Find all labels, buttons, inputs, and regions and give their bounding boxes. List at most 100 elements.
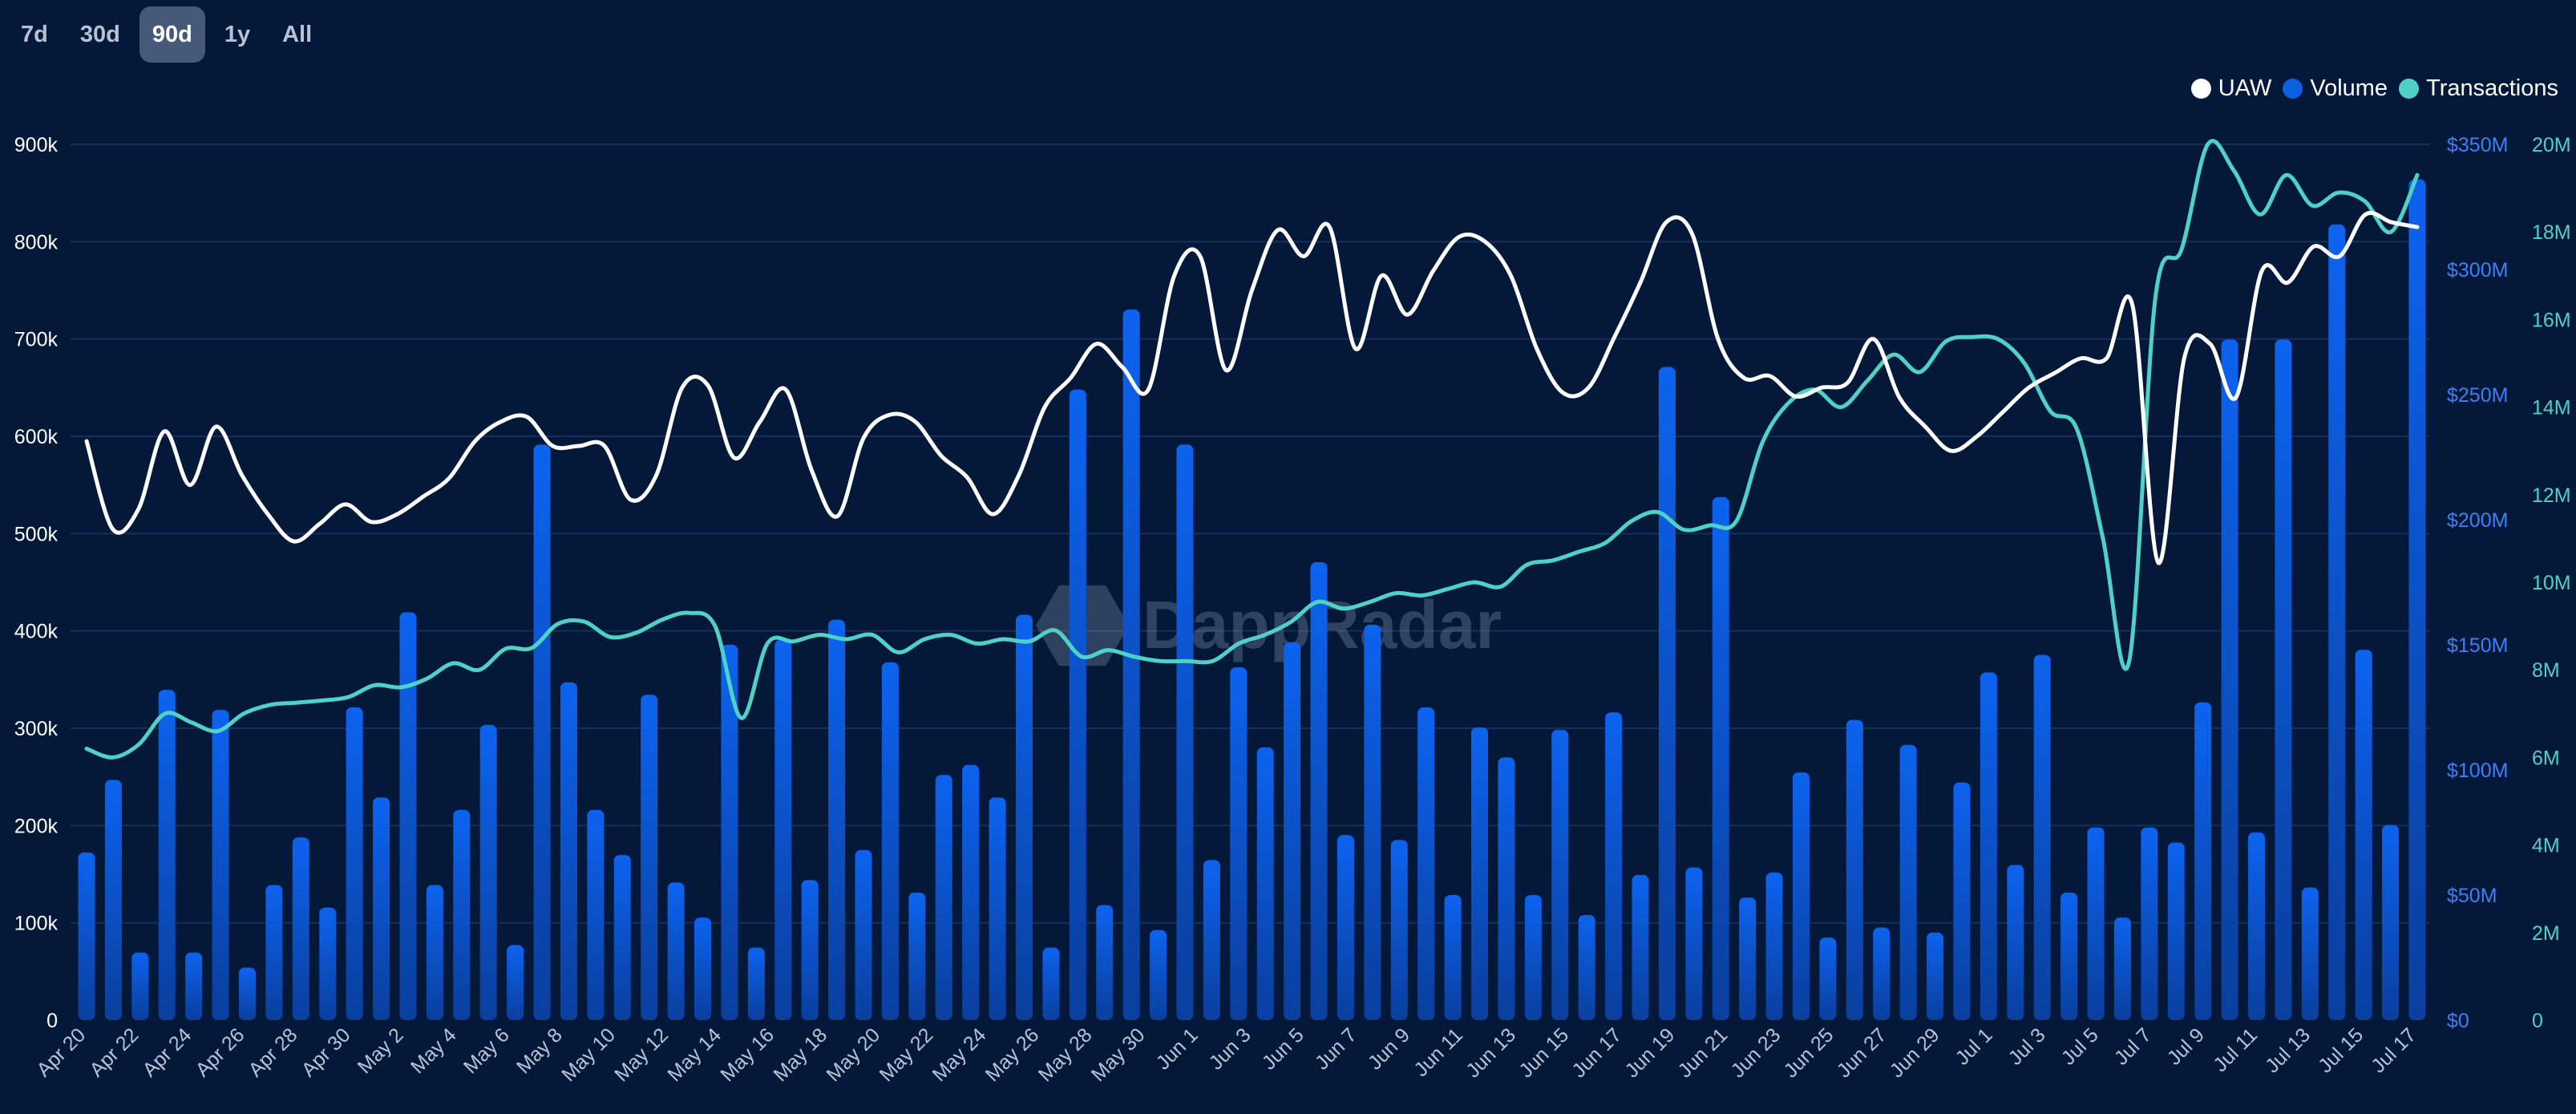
x-axis-tick-label: Jun 19	[1620, 1023, 1679, 1082]
uaw-line	[84, 211, 2420, 565]
volume-bar	[613, 855, 631, 1020]
legend-item-volume[interactable]: Volume	[2283, 75, 2388, 102]
time-range-tabs: 7d 30d 90d 1y All	[8, 6, 325, 63]
x-axis-tick-label: Jun 27	[1833, 1023, 1891, 1082]
volume-axis-tick-label: $0	[2447, 1010, 2469, 1032]
x-axis-tick-label: Apr 24	[138, 1023, 196, 1081]
x-axis-tick-label: May 16	[716, 1023, 778, 1086]
tab-90d[interactable]: 90d	[139, 6, 205, 63]
volume-bar	[694, 918, 712, 1020]
x-axis-tick-label: Jul 1	[1951, 1023, 1997, 1069]
legend-item-transactions[interactable]: Transactions	[2399, 75, 2558, 102]
volume-bar	[667, 882, 685, 1020]
volume-axis-tick-label: $300M	[2447, 259, 2508, 282]
legend-label-volume: Volume	[2310, 75, 2388, 101]
x-axis-tick-label: May 22	[876, 1023, 938, 1086]
legend-label-uaw: UAW	[2218, 75, 2272, 101]
x-axis-tick-label: Jun 25	[1780, 1023, 1838, 1082]
transactions-axis-tick-label: 8M	[2532, 659, 2560, 682]
volume-bar	[1524, 895, 1542, 1020]
volume-bar	[1658, 367, 1676, 1020]
volume-bar	[2408, 179, 2426, 1021]
x-axis-tick-label: Apr 20	[32, 1023, 90, 1081]
volume-bar	[881, 662, 899, 1020]
legend-dot-uaw	[2190, 79, 2211, 99]
uaw-axis-tick-label: 300k	[14, 718, 59, 740]
volume-bar	[1578, 914, 1595, 1020]
tab-1y[interactable]: 1y	[224, 21, 251, 47]
volume-bar	[185, 952, 203, 1020]
volume-bar	[962, 764, 980, 1020]
volume-bar	[587, 809, 605, 1020]
volume-bar	[1712, 496, 1729, 1020]
volume-bar	[908, 892, 926, 1020]
volume-bar	[1042, 947, 1060, 1020]
transactions-axis-tick-label: 20M	[2532, 134, 2571, 156]
transactions-axis-tick-label: 4M	[2532, 835, 2560, 857]
volume-bar	[104, 780, 122, 1020]
uaw-axis-tick-label: 400k	[14, 621, 59, 643]
volume-bar	[1873, 927, 1891, 1020]
uaw-axis-tick-label: 0	[47, 1010, 58, 1032]
volume-axis-tick-label: $50M	[2447, 885, 2497, 907]
volume-bar	[641, 695, 658, 1020]
x-axis-tick-label: Jul 13	[2261, 1023, 2315, 1077]
x-axis-tick-label: Jun 11	[1409, 1023, 1467, 1081]
volume-bar	[2194, 702, 2212, 1020]
x-axis-tick-label: May 26	[981, 1023, 1044, 1086]
tab-30d[interactable]: 30d	[79, 21, 120, 47]
volume-bar	[721, 645, 738, 1020]
volume-bar	[2167, 842, 2185, 1020]
volume-bar	[1846, 719, 1863, 1020]
x-axis-tick-label: Jun 1	[1152, 1023, 1203, 1074]
volume-bar	[373, 797, 390, 1020]
legend-dot-transactions	[2399, 79, 2420, 99]
x-axis-tick-label: Jun 7	[1311, 1023, 1361, 1074]
volume-bar	[238, 967, 256, 1020]
volume-bar	[1765, 872, 1783, 1020]
volume-bar	[1899, 744, 1917, 1020]
x-axis-tick-label: Jul 3	[2004, 1023, 2050, 1069]
x-axis-tick-label: Apr 30	[297, 1023, 355, 1081]
volume-bar	[1471, 727, 1489, 1020]
volume-bar	[989, 797, 1006, 1020]
x-axis-tick-label: May 28	[1034, 1023, 1097, 1086]
tab-7d[interactable]: 7d	[21, 21, 48, 47]
transactions-axis-tick-label: 14M	[2532, 397, 2571, 419]
volume-bar	[1953, 782, 1971, 1020]
x-axis-tick-label: Jul 17	[2367, 1023, 2420, 1077]
legend-item-uaw[interactable]: UAW	[2190, 75, 2272, 102]
volume-bar	[1203, 860, 1220, 1020]
x-axis-tick-label: Jun 29	[1886, 1023, 1944, 1082]
uaw-axis-tick-label: 800k	[14, 231, 59, 253]
x-axis-tick-label: Jul 5	[2057, 1023, 2103, 1069]
transactions-axis-tick-label: 10M	[2532, 572, 2571, 594]
volume-bar	[2060, 892, 2078, 1020]
tab-all[interactable]: All	[282, 21, 313, 47]
x-axis-tick-label: May 10	[557, 1023, 620, 1086]
transactions-axis-tick-label: 18M	[2532, 221, 2571, 244]
volume-bar	[1498, 757, 1515, 1020]
volume-bar	[2007, 865, 2024, 1020]
volume-bar	[828, 619, 846, 1020]
transactions-axis-tick-label: 6M	[2532, 747, 2560, 769]
volume-bar	[1069, 389, 1086, 1020]
volume-bar	[1819, 938, 1837, 1020]
x-axis-tick-label: Jul 7	[2110, 1023, 2156, 1069]
volume-bar	[2221, 339, 2238, 1020]
volume-axis-tick-label: $100M	[2447, 760, 2508, 782]
transactions-axis-tick-label: 16M	[2532, 309, 2571, 331]
x-axis-tick-label: Jul 9	[2163, 1023, 2209, 1069]
volume-bar	[2301, 887, 2319, 1020]
volume-bar	[1980, 672, 1997, 1020]
volume-bar	[212, 710, 229, 1020]
volume-bar	[2113, 918, 2131, 1020]
x-axis-tick-label: May 20	[822, 1023, 884, 1086]
volume-bar	[2248, 832, 2266, 1020]
volume-bar	[1417, 707, 1435, 1020]
transactions-line	[84, 139, 2420, 760]
volume-bar	[2141, 827, 2158, 1020]
volume-bar	[533, 444, 551, 1020]
volume-bar	[1605, 712, 1623, 1020]
volume-bar	[78, 852, 95, 1020]
